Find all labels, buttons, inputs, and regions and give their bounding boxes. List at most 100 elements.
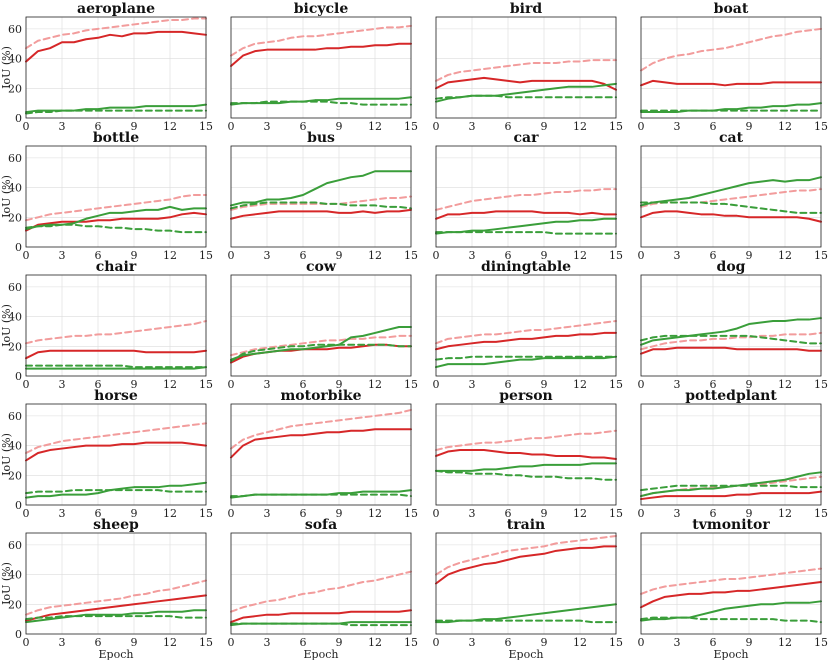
series-line-green-solid [640, 317, 822, 346]
x-tick-label: 15 [199, 120, 213, 133]
series-line-red-solid [230, 428, 412, 459]
x-tick-label: 3 [469, 249, 476, 262]
x-tick-label: 6 [300, 507, 307, 520]
panel-car: car 0 3 6 9 12 15 [433, 130, 624, 262]
x-tick-label: 3 [674, 378, 681, 391]
x-tick-label: 0 [638, 636, 645, 649]
y-tick-label: 60 [8, 281, 22, 294]
y-tick-label: 60 [8, 539, 22, 552]
series-line-red-dashed [230, 24, 412, 57]
panel-title: diningtable [481, 259, 571, 275]
series-line-red-solid [230, 42, 412, 68]
x-tick-label: 15 [404, 249, 418, 262]
series-line-red-solid [435, 76, 617, 91]
x-tick-label: 6 [95, 249, 102, 262]
series-line-green-dashed [435, 231, 617, 235]
series-line-red-dashed [435, 320, 617, 345]
panel-title: bus [307, 130, 335, 146]
panel-title: cat [719, 130, 744, 146]
x-tick-label: 9 [131, 249, 138, 262]
x-tick-label: 12 [163, 507, 177, 520]
x-tick-label: 12 [778, 636, 792, 649]
y-tick-label: 0 [15, 241, 22, 254]
x-tick-label: 12 [368, 378, 382, 391]
series-line-red-dashed [435, 534, 617, 576]
x-tick-label: 15 [199, 507, 213, 520]
x-tick-label: 0 [228, 249, 235, 262]
x-tick-label: 0 [433, 249, 440, 262]
x-tick-label: 15 [814, 507, 828, 520]
axes-frame [435, 403, 617, 506]
panel-cat: cat 0 3 6 9 12 15 [638, 130, 829, 262]
series-line-red-solid [25, 211, 207, 232]
x-tick-label: 3 [59, 507, 66, 520]
panel-title: sofa [305, 517, 337, 533]
series-line-green-solid [25, 609, 207, 624]
y-tick-label: 0 [15, 628, 22, 641]
series-line-red-dashed [640, 331, 822, 351]
x-tick-label: 12 [368, 120, 382, 133]
y-tick-label: 0 [15, 112, 22, 125]
axes-frame [25, 274, 207, 377]
x-tick-label: 6 [505, 249, 512, 262]
x-tick-label: 9 [541, 249, 548, 262]
panel-bird: bird 0 3 6 9 12 15 [433, 1, 624, 133]
axes-frame [25, 16, 207, 119]
x-tick-label: 3 [469, 378, 476, 391]
x-tick-label: 6 [95, 636, 102, 649]
x-tick-label: 12 [778, 120, 792, 133]
x-tick-label: 3 [264, 378, 271, 391]
series-line-green-dashed [435, 619, 617, 624]
x-tick-label: 12 [163, 249, 177, 262]
x-tick-label: 3 [264, 636, 271, 649]
series-line-green-dashed [25, 489, 207, 495]
x-tick-label: 9 [336, 120, 343, 133]
x-tick-label: 6 [300, 120, 307, 133]
series-line-red-solid [640, 490, 822, 501]
x-axis-label: Epoch [304, 648, 339, 660]
series-line-red-dashed [25, 320, 207, 345]
series-line-red-dashed [435, 429, 617, 452]
x-tick-label: 15 [199, 636, 213, 649]
series-line-green-solid [435, 603, 617, 624]
x-tick-label: 9 [541, 636, 548, 649]
axes-frame [230, 532, 412, 635]
y-tick-label: 20 [8, 211, 22, 224]
axes-frame [230, 145, 412, 248]
axes-frame [230, 274, 412, 377]
x-tick-label: 0 [23, 249, 30, 262]
series-line-green-solid [25, 366, 207, 370]
x-tick-label: 6 [505, 636, 512, 649]
panel-dog: dog 0 3 6 9 12 15 [638, 259, 829, 391]
x-tick-label: 0 [23, 120, 30, 133]
x-tick-label: 0 [638, 249, 645, 262]
x-tick-label: 12 [573, 507, 587, 520]
series-line-green-solid [640, 176, 822, 207]
y-tick-label: 40 [8, 53, 22, 66]
x-tick-label: 6 [300, 249, 307, 262]
panel-title: person [499, 388, 552, 404]
x-tick-label: 12 [368, 249, 382, 262]
x-tick-label: 0 [638, 507, 645, 520]
x-tick-label: 6 [505, 378, 512, 391]
x-tick-label: 12 [573, 120, 587, 133]
x-tick-label: 9 [541, 120, 548, 133]
series-line-green-dashed [435, 355, 617, 361]
y-tick-label: 40 [8, 569, 22, 582]
series-line-red-dashed [435, 188, 617, 211]
x-tick-label: 15 [609, 636, 623, 649]
x-tick-label: 3 [264, 249, 271, 262]
x-axis-label: Epoch [99, 648, 134, 660]
panel-title: horse [94, 388, 138, 404]
x-tick-label: 3 [469, 636, 476, 649]
series-line-red-dashed [25, 194, 207, 222]
series-line-red-solid [25, 594, 207, 622]
panel-cow: cow 0 3 6 9 12 15 [228, 259, 419, 391]
x-tick-label: 6 [710, 636, 717, 649]
panel-title: dog [717, 259, 746, 275]
x-tick-label: 15 [404, 507, 418, 520]
panel-bicycle: bicycle 0 3 6 9 12 15 [228, 1, 419, 133]
x-tick-label: 6 [710, 249, 717, 262]
y-tick-label: 0 [15, 499, 22, 512]
x-tick-label: 9 [131, 120, 138, 133]
